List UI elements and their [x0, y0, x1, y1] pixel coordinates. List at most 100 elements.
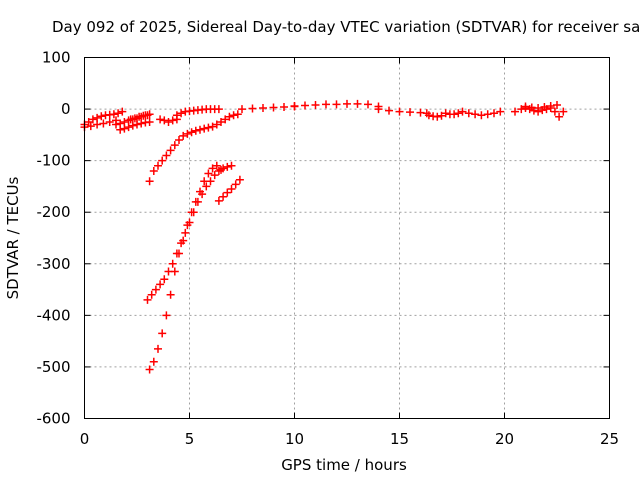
data-point	[196, 125, 204, 134]
series-arc-12	[238, 102, 299, 114]
data-point	[477, 111, 486, 120]
data-point	[105, 117, 114, 126]
data-point	[217, 117, 225, 126]
data-point	[99, 119, 108, 128]
data-point	[374, 105, 383, 114]
y-tick-label: 0	[61, 100, 71, 118]
data-point	[116, 125, 125, 134]
data-point	[229, 111, 238, 120]
data-point	[143, 111, 152, 120]
y-tick-label: -100	[36, 152, 70, 170]
data-point	[202, 182, 211, 191]
data-point	[145, 117, 154, 126]
grid-lines	[84, 57, 610, 419]
data-point	[200, 124, 209, 133]
data-point	[183, 129, 192, 138]
data-point	[212, 161, 221, 170]
y-tick-label: 100	[42, 49, 71, 67]
data-point	[172, 111, 181, 120]
data-point	[112, 120, 120, 129]
data-point	[496, 107, 505, 116]
series-arc-17	[458, 107, 505, 120]
data-point	[198, 190, 207, 199]
data-point	[301, 101, 309, 110]
x-tick-label: 0	[80, 430, 90, 448]
data-point	[137, 119, 146, 128]
data-point	[168, 259, 177, 268]
data-point	[160, 116, 169, 125]
data-points	[80, 99, 568, 374]
data-point	[149, 357, 158, 366]
series-arc-4	[116, 117, 154, 134]
data-point	[158, 156, 167, 165]
data-point	[540, 103, 549, 112]
data-point	[145, 365, 154, 374]
data-point	[311, 100, 320, 109]
y-tick-label: -500	[36, 358, 70, 376]
x-tick-label: 10	[285, 430, 304, 448]
data-point	[128, 121, 137, 130]
y-tick-label: -600	[36, 410, 70, 428]
data-point	[143, 295, 152, 304]
y-tick-label: -300	[36, 255, 70, 273]
data-point	[149, 166, 158, 175]
data-point	[450, 110, 459, 119]
data-point	[162, 311, 171, 320]
series-arc-2	[80, 116, 120, 132]
data-point	[160, 275, 169, 284]
data-point	[233, 110, 242, 119]
data-point	[133, 120, 141, 129]
data-point	[231, 180, 240, 189]
data-point	[219, 164, 228, 173]
data-point	[164, 117, 173, 126]
x-tick-label: 20	[495, 430, 514, 448]
data-point	[269, 103, 278, 112]
data-point	[120, 117, 129, 126]
data-point	[521, 102, 530, 111]
data-point	[185, 218, 194, 227]
series-arc-16	[441, 109, 463, 119]
x-axis-label: GPS time / hours	[281, 456, 407, 474]
data-point	[172, 249, 181, 258]
series-arc-8	[145, 110, 242, 186]
data-point	[208, 122, 217, 131]
data-point	[223, 162, 232, 171]
data-point	[135, 112, 144, 121]
data-point	[181, 228, 190, 237]
data-point	[343, 99, 351, 108]
data-point	[238, 105, 246, 114]
series-arc-11	[214, 175, 244, 205]
data-point	[109, 110, 118, 119]
data-point	[437, 111, 446, 120]
data-point	[259, 104, 267, 113]
y-tick-label: -400	[36, 306, 70, 324]
data-point	[210, 171, 219, 180]
data-point	[214, 166, 223, 175]
data-point	[221, 115, 230, 124]
data-point	[454, 109, 463, 118]
data-point	[130, 114, 139, 123]
data-point	[208, 164, 217, 173]
series-arc-5	[126, 111, 152, 124]
series-arc-18	[511, 104, 568, 121]
data-point	[280, 103, 288, 112]
data-point	[206, 177, 215, 186]
data-point	[118, 107, 127, 116]
data-point	[170, 141, 179, 150]
data-point	[546, 101, 555, 110]
data-point	[424, 111, 433, 120]
data-point	[235, 175, 244, 184]
data-point	[154, 344, 162, 353]
data-point	[158, 329, 167, 338]
data-point	[406, 108, 414, 117]
data-point	[97, 112, 106, 121]
data-point	[147, 290, 156, 299]
data-point	[93, 120, 102, 129]
data-point	[151, 285, 160, 294]
data-point	[517, 105, 526, 114]
data-point	[189, 208, 198, 217]
series-arc-10	[143, 161, 236, 304]
series-arc-6	[156, 115, 181, 126]
data-point	[175, 136, 183, 145]
data-point	[219, 192, 228, 201]
